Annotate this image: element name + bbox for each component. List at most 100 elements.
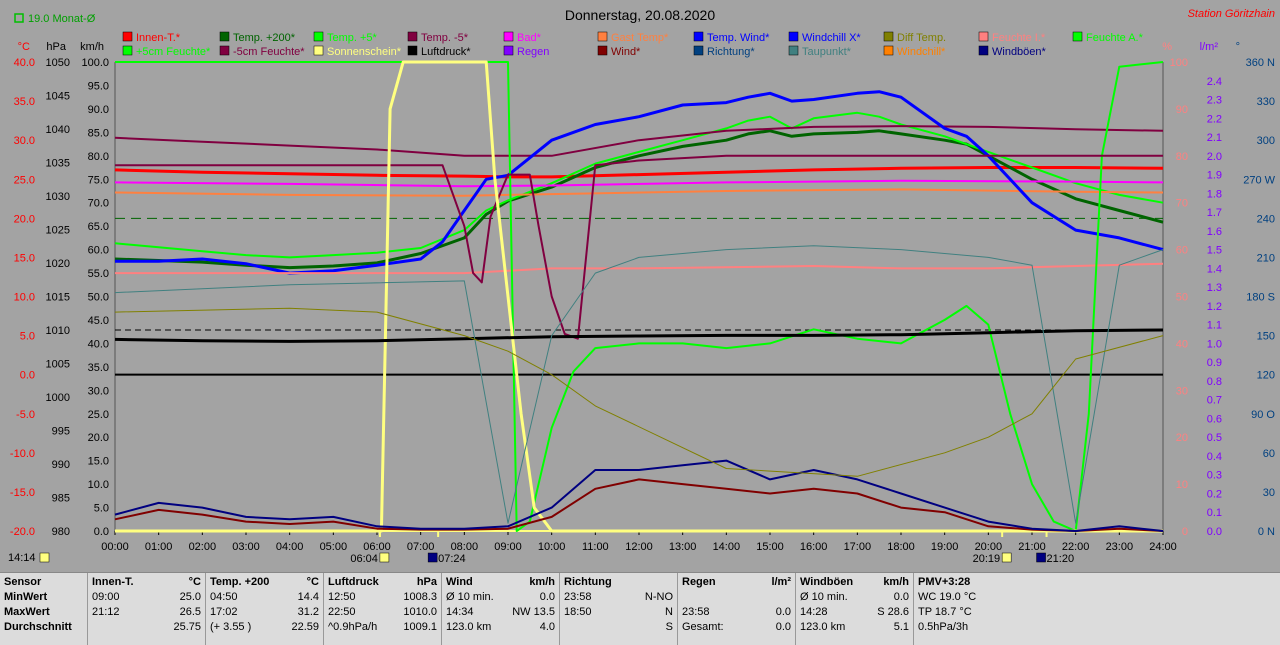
sunrise-time: 06:04	[350, 553, 378, 565]
luftdruck-avg-time: ^0.9hPa/h	[328, 621, 378, 633]
boeen-max-time: 14:28	[800, 606, 828, 618]
innen-title: Innen-T.	[92, 576, 134, 588]
luftdruck-avg-val: 1009.1	[403, 621, 437, 633]
chart-title: Donnerstag, 20.08.2020	[565, 7, 715, 23]
tick-wind: 30.0	[88, 385, 109, 397]
tick-rain: 2.3	[1207, 95, 1222, 107]
tick-humidity: 70	[1176, 198, 1188, 210]
tick-direction: 60	[1263, 448, 1275, 460]
label-min: MinWert	[4, 591, 48, 603]
legend-label: Temp. Wind*	[707, 32, 770, 44]
station-name: Station Göritzhain	[1188, 8, 1275, 20]
legend-label: Sonnenschein*	[327, 46, 402, 58]
tick-rain: 0.9	[1207, 357, 1222, 369]
tick-temp: 20.0	[14, 213, 35, 225]
plot-area	[114, 60, 1164, 533]
innen-unit: °C	[188, 576, 201, 588]
richtung-min-time: 23:58	[564, 591, 592, 603]
tick-rain: 1.6	[1207, 226, 1222, 238]
richtung-avg-val: S	[665, 621, 673, 633]
tick-pressure: 1035	[46, 158, 70, 170]
regen-avg-time: Gesamt:	[682, 621, 724, 633]
tick-wind: 90.0	[88, 104, 109, 116]
tick-temp: -20.0	[10, 526, 35, 538]
tick-rain: 0.4	[1207, 451, 1222, 463]
axis-title-temp: °C	[18, 41, 30, 53]
legend-swatch	[788, 31, 799, 42]
legend-label: Diff Temp.	[897, 32, 946, 44]
tick-x: 17:00	[844, 541, 872, 553]
tick-wind: 35.0	[88, 362, 109, 374]
series-luftdruck	[114, 328, 1164, 343]
tick-x: 16:00	[800, 541, 828, 553]
legend-label: Windböen*	[992, 46, 1047, 58]
legend-swatch	[407, 45, 418, 56]
tick-x: 11:00	[582, 541, 609, 553]
tick-x: 20:00	[975, 541, 1003, 553]
tick-pressure: 1010	[46, 325, 70, 337]
summary-table: Sensor MinWert MaxWert Durchschnitt Inne…	[0, 572, 1280, 645]
tick-humidity: 10	[1176, 479, 1188, 491]
legend-label: Temp. -5*	[421, 32, 469, 44]
tick-wind: 60.0	[88, 245, 109, 257]
pmv-wc: WC 19.0 °C	[918, 591, 977, 603]
wind-unit: km/h	[529, 576, 555, 588]
tick-pressure: 1025	[46, 225, 70, 237]
legend-label: +5cm Feuchte*	[136, 46, 211, 58]
temp200-max-val: 31.2	[297, 606, 319, 618]
tick-humidity: 30	[1176, 385, 1188, 397]
wind-max-time: 14:34	[446, 606, 474, 618]
tick-pressure: 1015	[46, 292, 70, 304]
legend-label: Gast Temp*	[611, 32, 669, 44]
tick-wind: 45.0	[88, 315, 109, 327]
tick-temp: 5.0	[20, 331, 35, 343]
temp200-title: Temp. +200	[210, 576, 270, 588]
summary-regen: Regen l/m² 23:58 0.0 Gesamt: 0.0	[678, 573, 796, 645]
series-temp-5	[114, 125, 1164, 157]
tick-direction: 90 O	[1251, 409, 1275, 421]
legend-swatch	[978, 31, 989, 42]
tick-x: 01:00	[145, 541, 173, 553]
tick-rain: 0.8	[1207, 376, 1222, 388]
legend-label: Windchill*	[897, 46, 946, 58]
legend-swatch	[503, 31, 514, 42]
innen-max-val: 26.5	[179, 606, 201, 618]
tick-x: 23:00	[1106, 541, 1134, 553]
tick-wind: 15.0	[88, 456, 109, 468]
legend-swatch	[1072, 31, 1083, 42]
legend-label: Temp. +200*	[233, 32, 296, 44]
axis-title-wind: km/h	[80, 41, 104, 53]
series-feuchte-i	[115, 262, 1164, 275]
series-windb-en	[114, 459, 1164, 532]
tick-pressure: 980	[52, 526, 70, 538]
legend-swatch	[597, 31, 608, 42]
tick-humidity: 80	[1176, 151, 1188, 163]
tick-wind: 80.0	[88, 151, 109, 163]
tick-wind: 5.0	[94, 503, 109, 515]
innen-min-time: 09:00	[92, 591, 120, 603]
boeen-title: Windböen	[800, 576, 854, 588]
temp200-avg-time: (+ 3.55 )	[210, 621, 252, 633]
wind-min-val: 0.0	[539, 591, 555, 603]
tick-direction: 180 S	[1246, 292, 1275, 304]
tick-rain: 0.5	[1207, 432, 1222, 444]
legend-label: Bad*	[517, 32, 542, 44]
tick-direction: 360 N	[1246, 57, 1275, 69]
tick-x: 06:00	[363, 541, 391, 553]
label-sensor: Sensor	[4, 576, 42, 588]
legend-swatch	[122, 31, 133, 42]
tick-pressure: 985	[52, 493, 70, 505]
tick-wind: 70.0	[88, 198, 109, 210]
richtung-max-time: 18:50	[564, 606, 592, 618]
tick-pressure: 990	[52, 459, 70, 471]
tick-rain: 1.5	[1207, 245, 1222, 257]
legend-swatch	[978, 45, 989, 56]
summary-pmv: PMV+3:28 WC 19.0 °C TP 18.7 °C 0.5hPa/3h	[914, 573, 1014, 645]
temp200-unit: °C	[306, 576, 319, 588]
sun-icon	[39, 552, 50, 563]
series-taupunkt	[114, 245, 1164, 524]
tick-x: 12:00	[625, 541, 653, 553]
tick-rain: 0.0	[1207, 526, 1222, 538]
tick-x: 02:00	[189, 541, 217, 553]
innen-min-val: 25.0	[179, 591, 201, 603]
